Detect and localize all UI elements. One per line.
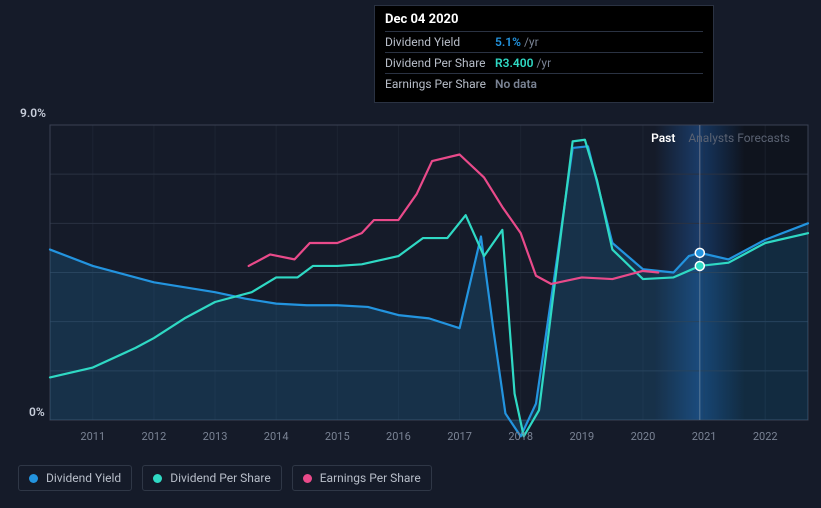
x-axis-tick-label: 2016 bbox=[386, 430, 411, 443]
x-axis-tick-label: 2011 bbox=[80, 430, 105, 443]
x-axis-tick-label: 2018 bbox=[508, 430, 533, 443]
chart-plot-area[interactable] bbox=[50, 125, 808, 420]
tooltip-row-label: Earnings Per Share bbox=[385, 77, 495, 91]
forecast-region-label: Analysts Forecasts bbox=[688, 131, 790, 145]
tooltip-row: Dividend Yield5.1%/yr bbox=[385, 31, 703, 52]
tooltip-row-value: No data bbox=[495, 77, 537, 91]
x-axis-tick-label: 2019 bbox=[569, 430, 594, 443]
chart-tooltip: Dec 04 2020 Dividend Yield5.1%/yrDividen… bbox=[374, 5, 714, 103]
legend-dot-icon bbox=[153, 474, 162, 483]
legend-item-label: Dividend Per Share bbox=[170, 471, 271, 485]
legend-item-label: Dividend Yield bbox=[46, 471, 121, 485]
x-axis-ticks: 2011 2012 2013 2014 2015 2016 2017 2018 2019 2020… bbox=[50, 430, 808, 448]
tooltip-date: Dec 04 2020 bbox=[385, 12, 703, 31]
x-axis-tick-label: 2022 bbox=[753, 430, 778, 443]
y-axis-max-label: 9.0% bbox=[20, 106, 46, 120]
past-region-label: Past bbox=[651, 131, 675, 145]
dividend-chart: Dec 04 2020 Dividend Yield5.1%/yrDividen… bbox=[18, 0, 808, 458]
x-axis-tick-label: 2020 bbox=[631, 430, 656, 443]
x-axis-tick-label: 2017 bbox=[447, 430, 472, 443]
legend-item[interactable]: Earnings Per Share bbox=[292, 465, 432, 491]
x-axis-tick-label: 2013 bbox=[203, 430, 228, 443]
x-axis-tick-label: 2012 bbox=[142, 430, 167, 443]
tooltip-row-label: Dividend Yield bbox=[385, 35, 495, 49]
x-axis-tick-label: 2014 bbox=[264, 430, 289, 443]
legend-dot-icon bbox=[29, 474, 38, 483]
tooltip-row-label: Dividend Per Share bbox=[385, 56, 495, 70]
legend-item[interactable]: Dividend Yield bbox=[18, 465, 132, 491]
x-axis-tick-label: 2015 bbox=[325, 430, 350, 443]
x-axis-tick-label: 2021 bbox=[692, 430, 717, 443]
tooltip-row: Earnings Per ShareNo data bbox=[385, 73, 703, 94]
y-axis-min-label: 0% bbox=[29, 405, 45, 419]
legend-dot-icon bbox=[303, 474, 312, 483]
legend-item[interactable]: Dividend Per Share bbox=[142, 465, 282, 491]
region-labels: Past Analysts Forecasts bbox=[651, 131, 790, 145]
chart-legend: Dividend Yield Dividend Per Share Earnings… bbox=[18, 465, 432, 491]
tooltip-row-value: 5.1%/yr bbox=[495, 35, 539, 49]
tooltip-row: Dividend Per ShareR3.400/yr bbox=[385, 52, 703, 73]
legend-item-label: Earnings Per Share bbox=[320, 471, 421, 485]
tooltip-row-value: R3.400/yr bbox=[495, 56, 551, 70]
